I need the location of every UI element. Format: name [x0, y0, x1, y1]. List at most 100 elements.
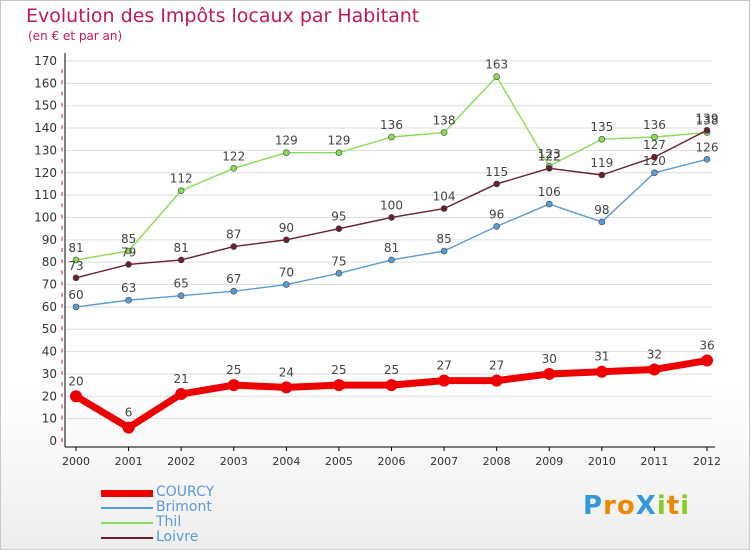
- chart-title: Evolution des Impôts locaux par Habitant: [26, 5, 420, 27]
- data-point-courcy: [280, 381, 293, 394]
- data-point-loivre: [283, 236, 290, 244]
- data-label-thil: 81: [68, 241, 83, 255]
- logo-letter: i: [656, 491, 667, 521]
- data-label-loivre: 73: [68, 259, 83, 273]
- data-label-loivre: 79: [121, 245, 136, 259]
- data-point-loivre: [177, 256, 185, 264]
- x-tick-label: 2001: [115, 455, 143, 468]
- data-label-brimont: 63: [121, 281, 136, 295]
- logo-letter: o: [616, 491, 636, 521]
- data-point-courcy: [332, 379, 345, 392]
- data-label-brimont: 126: [696, 140, 719, 154]
- data-label-brimont: 85: [436, 232, 451, 246]
- data-point-thil: [335, 149, 343, 156]
- data-label-thil: 129: [275, 134, 298, 148]
- data-point-loivre: [545, 164, 553, 172]
- data-point-courcy: [385, 379, 398, 392]
- data-point-loivre: [335, 225, 343, 232]
- data-label-loivre: 95: [331, 210, 346, 224]
- data-label-loivre: 81: [174, 241, 189, 255]
- data-point-courcy: [438, 374, 451, 387]
- data-label-loivre: 127: [643, 138, 666, 152]
- data-point-loivre: [598, 171, 606, 179]
- legend-swatch-loivre: [101, 537, 153, 539]
- data-point-courcy: [122, 421, 135, 434]
- data-point-thil: [230, 164, 238, 172]
- data-label-brimont: 60: [68, 288, 83, 302]
- logo-letter: X: [635, 491, 657, 521]
- data-point-loivre: [651, 153, 658, 161]
- x-tick-label: 2012: [693, 455, 721, 468]
- data-point-brimont: [230, 287, 238, 295]
- data-point-thil: [651, 133, 658, 141]
- data-label-brimont: 106: [538, 185, 561, 199]
- legend-label-brimont: Brimont: [156, 499, 212, 515]
- data-point-courcy: [701, 354, 713, 367]
- data-point-loivre: [493, 180, 500, 188]
- y-tick-label: 30: [42, 367, 57, 381]
- y-tick-label: 0: [49, 434, 57, 448]
- data-label-courcy: 36: [699, 339, 714, 353]
- legend-swatch-thil: [101, 522, 153, 524]
- legend-label-loivre: Loivre: [156, 529, 199, 545]
- data-point-thil: [72, 256, 80, 264]
- proxiti-logo: ProXiti: [583, 491, 690, 521]
- data-label-brimont: 81: [384, 241, 399, 255]
- data-label-courcy: 6: [125, 406, 133, 420]
- data-label-courcy: 32: [647, 347, 662, 361]
- y-tick-label: 130: [34, 143, 57, 157]
- x-tick-label: 2011: [640, 455, 668, 468]
- data-label-brimont: 70: [279, 266, 294, 280]
- data-point-courcy: [648, 363, 661, 376]
- data-point-brimont: [545, 200, 553, 208]
- data-point-brimont: [703, 156, 711, 163]
- y-tick-label: 160: [34, 76, 57, 90]
- y-tick-label: 80: [42, 255, 57, 269]
- data-label-courcy: 25: [384, 363, 399, 377]
- data-label-thil: 163: [485, 58, 508, 72]
- data-label-courcy: 27: [489, 359, 504, 373]
- data-point-loivre: [703, 126, 711, 134]
- data-label-thil: 138: [433, 114, 456, 128]
- data-point-courcy: [490, 374, 503, 387]
- data-label-loivre: 104: [433, 190, 456, 204]
- legend-swatch-courcy: [101, 490, 153, 497]
- data-point-brimont: [651, 169, 658, 177]
- logo-letter: P: [583, 491, 604, 521]
- x-tick-label: 2002: [167, 455, 195, 468]
- chart-subtitle: (en € et par an): [28, 29, 123, 43]
- data-label-courcy: 25: [226, 363, 241, 377]
- data-label-courcy: 21: [174, 372, 189, 386]
- data-label-brimont: 75: [331, 254, 346, 268]
- y-tick-label: 70: [42, 278, 57, 292]
- data-label-brimont: 120: [643, 154, 666, 168]
- data-label-loivre: 87: [226, 228, 241, 242]
- logo-letter: i: [680, 491, 691, 521]
- x-tick-label: 2006: [378, 455, 406, 468]
- data-label-brimont: 65: [174, 277, 189, 291]
- data-point-courcy: [227, 379, 240, 392]
- data-point-brimont: [283, 281, 290, 288]
- data-point-brimont: [72, 303, 80, 311]
- data-label-loivre: 90: [279, 221, 294, 235]
- y-tick-label: 90: [42, 233, 57, 247]
- data-point-courcy: [175, 388, 188, 401]
- data-point-brimont: [440, 247, 448, 255]
- x-tick-label: 2005: [325, 455, 353, 468]
- y-tick-label: 170: [34, 54, 57, 68]
- legend-label-courcy: COURCY: [156, 484, 215, 500]
- x-tick-label: 2004: [272, 455, 300, 468]
- data-label-courcy: 27: [436, 359, 451, 373]
- data-label-loivre: 115: [485, 165, 508, 179]
- data-point-brimont: [125, 296, 132, 304]
- line-chart: 0 10 20 30 40 50 60 70 80 90 100 110 120 130 140 150 160…: [34, 53, 721, 468]
- y-tick-label: 10: [42, 412, 57, 426]
- legend-swatch-brimont: [101, 507, 153, 509]
- data-label-brimont: 96: [489, 207, 504, 221]
- data-point-thil: [493, 73, 500, 80]
- data-label-courcy: 20: [68, 374, 83, 388]
- data-point-loivre: [230, 243, 238, 250]
- data-point-thil: [283, 149, 290, 156]
- y-tick-label: 100: [34, 210, 57, 224]
- data-label-courcy: 24: [279, 365, 294, 379]
